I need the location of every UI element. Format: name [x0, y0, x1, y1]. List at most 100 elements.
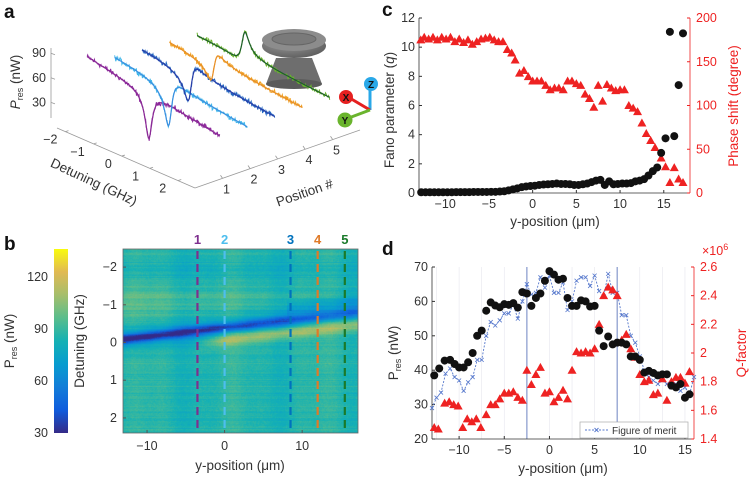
data-point — [563, 293, 572, 302]
y-tick-label: 50 — [414, 329, 428, 343]
data-point — [468, 349, 477, 357]
y2-tick-label: 50 — [696, 142, 710, 156]
colorbar — [54, 249, 68, 433]
position-marker-label-3: 3 — [287, 232, 294, 247]
data-point — [497, 318, 503, 323]
data-point — [559, 274, 567, 283]
y-tick-label: 70 — [414, 260, 428, 274]
panel-d-y2-exponent: ×106 — [702, 242, 728, 258]
data-point — [520, 299, 525, 304]
data-point — [621, 329, 631, 338]
data-point — [553, 392, 563, 401]
position-tick-label: 1 — [223, 182, 230, 196]
data-point — [592, 273, 597, 278]
data-point — [685, 390, 694, 399]
data-point — [443, 371, 448, 376]
data-point — [583, 275, 588, 280]
data-point — [641, 129, 651, 137]
data-point — [632, 340, 638, 345]
legend-box — [579, 421, 689, 439]
data-point — [653, 388, 663, 397]
data-point — [454, 34, 464, 43]
data-point — [624, 101, 634, 109]
position-marker-label-1: 1 — [194, 232, 201, 247]
x-tick-label: 5 — [591, 443, 598, 457]
data-point — [434, 395, 439, 401]
position-tick-label: 4 — [306, 153, 313, 167]
data-point — [590, 301, 599, 310]
data-point — [453, 401, 463, 410]
data-point — [459, 38, 469, 46]
colorbar-tick-label: 60 — [34, 374, 48, 388]
axis-x-letter: X — [343, 93, 350, 104]
data-point — [619, 85, 629, 94]
panel-label-d: d — [382, 239, 394, 260]
data-point — [507, 48, 517, 57]
data-point — [563, 394, 573, 403]
data-point — [508, 387, 518, 396]
data-point — [589, 102, 599, 111]
data-point — [653, 163, 662, 172]
y2-tick-label: 100 — [696, 99, 717, 113]
z-tick-label: 60 — [32, 71, 46, 85]
x-tick-label: −5 — [497, 443, 511, 457]
data-point — [472, 37, 482, 46]
data-point — [587, 283, 593, 289]
microresonator-inset-icon — [262, 29, 326, 89]
data-point — [646, 136, 656, 144]
panel-c-ylabel: Fano parameter (q) — [382, 52, 397, 168]
data-point — [470, 374, 475, 380]
detuning-tick-label: 0 — [105, 157, 112, 171]
data-point — [428, 32, 438, 41]
data-point — [594, 319, 604, 328]
y2-tick-label: 1.4 — [700, 432, 717, 446]
position-tick-label: 5 — [333, 143, 340, 157]
data-point — [483, 333, 489, 339]
position-tick — [247, 165, 251, 169]
data-point — [456, 378, 462, 383]
x-tick-label: −10 — [435, 197, 456, 211]
position-tick — [275, 155, 278, 159]
y-tick-label: 2 — [110, 411, 117, 425]
data-point — [599, 342, 608, 351]
legend-label: Figure of merit — [612, 426, 677, 437]
data-point — [590, 344, 600, 353]
colorbar-tick-label: 30 — [34, 426, 48, 440]
data-point — [524, 281, 530, 287]
data-point — [526, 380, 536, 389]
data-point — [626, 344, 636, 353]
data-point — [536, 289, 545, 298]
data-point — [665, 178, 675, 186]
waterfall-axes: 90 60 30 −2 −1 0 1 2 1 2 3 4 5 — [32, 46, 361, 196]
data-point — [461, 388, 466, 394]
data-point — [657, 148, 666, 157]
axis-y-letter: Y — [342, 116, 349, 127]
detuning-axis-line — [56, 127, 196, 189]
xyz-axes-icon: X Y Z — [337, 77, 378, 128]
data-point — [655, 381, 661, 387]
data-point — [429, 405, 435, 411]
data-point — [549, 270, 558, 279]
detuning-tick — [178, 179, 182, 181]
y-tick-label: 10 — [401, 40, 415, 54]
data-point — [678, 178, 688, 186]
waterfall-series-1 — [86, 53, 221, 141]
detuning-tick — [93, 142, 97, 145]
panel-c-y2label: Phase shift (degree) — [726, 45, 741, 167]
data-point — [628, 103, 638, 112]
data-point — [679, 29, 688, 38]
position-tick — [302, 145, 306, 150]
data-point — [551, 290, 557, 296]
data-point — [430, 371, 439, 380]
data-point — [501, 311, 507, 316]
data-point — [467, 39, 477, 48]
data-point — [522, 365, 532, 374]
panel-c-xlabel: y-position (μm) — [510, 214, 600, 229]
panel-a-ylabel: Position # — [274, 176, 335, 210]
data-point — [502, 45, 512, 53]
x-tick-label: −10 — [448, 443, 469, 457]
data-point — [567, 365, 577, 374]
y-tick-label: 2 — [408, 157, 415, 171]
series-p-res — [430, 267, 694, 402]
